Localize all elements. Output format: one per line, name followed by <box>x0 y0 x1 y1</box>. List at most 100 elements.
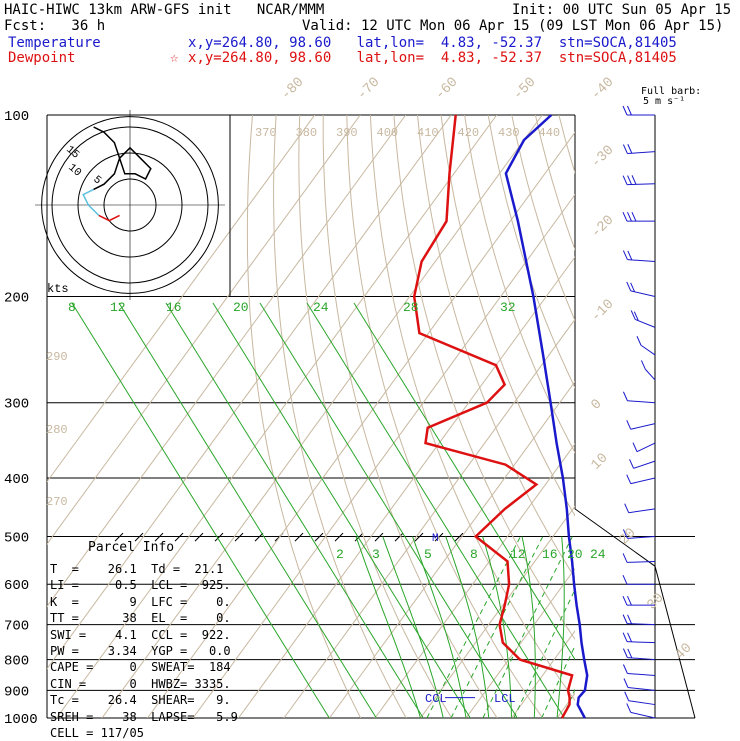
wind-barb-flag <box>637 336 641 345</box>
wind-barb <box>641 345 655 355</box>
parcel-info-line: SREH = 38 LAPSE= 5.9 <box>50 709 238 725</box>
mixing-ratio-label: 16 <box>542 547 558 562</box>
header-forecast-hour: Fcst: 36 h <box>4 18 105 34</box>
hodograph-trace-low <box>99 215 120 220</box>
freezing-marker-label: M <box>432 533 439 545</box>
theta-label: 380 <box>296 126 318 140</box>
mixing-ratio-label: 12 <box>110 300 126 315</box>
isotherm-label: -10 <box>588 296 617 325</box>
parcel-info-line: CELL = 117/05 <box>50 725 144 741</box>
wind-barb-flag <box>628 144 632 153</box>
wind-barb-flag <box>627 596 631 605</box>
hodograph-trace-mid <box>83 189 99 215</box>
wind-barb-flag <box>633 443 637 452</box>
dewpoint-profile <box>414 115 572 718</box>
isotherm-line <box>694 115 740 718</box>
isotherm-line <box>648 115 740 718</box>
upper-green-line <box>213 303 470 718</box>
mixing-ratio-label: 20 <box>233 300 249 315</box>
pressure-tick-label: 500 <box>4 530 29 546</box>
parcel-info-line: LI = 0.5 LCL = 925. <box>50 577 231 593</box>
barb-legend-line2: 5 m s⁻¹ <box>643 96 685 107</box>
chart-series <box>414 115 587 718</box>
theta-label: 420 <box>458 126 480 140</box>
lcl-label: LCL <box>494 692 516 706</box>
pressure-tick-label: 600 <box>4 578 29 594</box>
dry-adiabat-line <box>630 115 740 718</box>
hatch-mark <box>315 533 323 541</box>
mixing-ratio-label: 8 <box>470 547 478 562</box>
hatch-mark <box>175 533 183 541</box>
pressure-tick-label: 300 <box>4 397 29 413</box>
wind-barb-flag <box>623 649 627 658</box>
pressure-tick-label: 200 <box>4 291 29 307</box>
dry-adiabat-line <box>323 115 497 718</box>
wind-barb-flag <box>623 212 627 221</box>
wind-barb <box>627 673 655 675</box>
theta-label: 400 <box>377 126 399 140</box>
isotherm-label: 30 <box>644 590 667 613</box>
theta-label: 410 <box>417 126 439 140</box>
wind-barb <box>629 509 655 513</box>
mixing-ratio-label: 24 <box>313 300 329 315</box>
hodograph-units-label: kts <box>47 282 69 296</box>
isotherm-line <box>512 115 740 718</box>
mixing-ratio-label: 5 <box>424 547 432 562</box>
wind-barb-flag <box>627 282 631 291</box>
mixing-ratio-label: 24 <box>590 547 606 562</box>
header-valid-time: Valid: 12 UTC Mon 06 Apr 15 (09 LST Mon … <box>302 18 723 34</box>
ccl-label: CCL <box>425 692 447 706</box>
wind-barb-flag <box>623 145 627 154</box>
hatch-mark <box>255 533 263 541</box>
isotherm-label: 10 <box>588 450 611 473</box>
wind-barb-flag <box>641 360 645 369</box>
theta-label: 370 <box>255 126 277 140</box>
parcel-info-title: Parcel Info <box>88 540 174 556</box>
dry-adiabat-line <box>441 115 725 718</box>
wind-barbs <box>623 106 655 718</box>
isotherm-label: 0 <box>588 396 605 413</box>
mixing-ratio-label: 2 <box>336 547 344 562</box>
dewpoint-legend-info: x,y=264.80, 98.60 lat,lon= 4.83, -52.37 … <box>188 50 677 66</box>
mixing-ratio-label: 12 <box>510 547 526 562</box>
theta-label: 430 <box>498 126 520 140</box>
hatch-mark <box>295 533 303 541</box>
wind-barb <box>631 424 655 430</box>
parcel-info-line: K = 9 LFC = 0. <box>50 594 231 610</box>
wind-barb-flag <box>627 106 631 115</box>
mixing-ratio-label: 32 <box>500 300 516 315</box>
wind-barb <box>629 701 655 705</box>
upper-green-line <box>354 303 611 718</box>
wind-barb <box>645 369 655 380</box>
parcel-info-line: PW = 3.34 YGP = 0.0 <box>50 643 231 659</box>
wind-barb-flag <box>625 504 629 513</box>
parcel-info-line: TT = 38 EL = 0. <box>50 610 231 626</box>
pressure-tick-label: 100 <box>4 109 29 125</box>
isotherm-label: -40 <box>588 74 617 103</box>
dry-adiabat-line <box>465 115 740 718</box>
isotherm-line <box>466 115 740 718</box>
temperature-legend-label: Temperature <box>8 35 101 51</box>
dry-adiabat-line <box>606 115 740 718</box>
header-title: HAIC-HIWC 13km ARW-GFS init NCAR/MMM <box>4 2 324 18</box>
theta-label: 290 <box>46 350 68 364</box>
wind-barb <box>631 478 655 484</box>
wind-barb-flag <box>628 649 632 658</box>
wind-barb-flag <box>632 212 636 221</box>
parcel-info-line: SWI = 4.1 CCL = 922. <box>50 627 231 643</box>
isotherm-label: -80 <box>278 74 307 103</box>
isotherm-label: -70 <box>354 74 383 103</box>
dry-adiabat-line <box>700 115 740 718</box>
pressure-tick-label: 800 <box>4 654 29 670</box>
isotherm-label: -50 <box>510 74 539 103</box>
theta-label: 390 <box>336 126 358 140</box>
wind-barb-flag <box>624 679 628 688</box>
wind-barb-flag <box>623 176 627 185</box>
wind-barb-flag <box>623 633 627 642</box>
wind-barb-flag <box>623 106 627 115</box>
wind-barb-flag <box>623 392 627 401</box>
wind-barb <box>631 712 655 718</box>
wind-barb-flag <box>623 664 627 673</box>
isotherm-label: -30 <box>588 142 617 171</box>
isotherm-line <box>330 115 740 718</box>
